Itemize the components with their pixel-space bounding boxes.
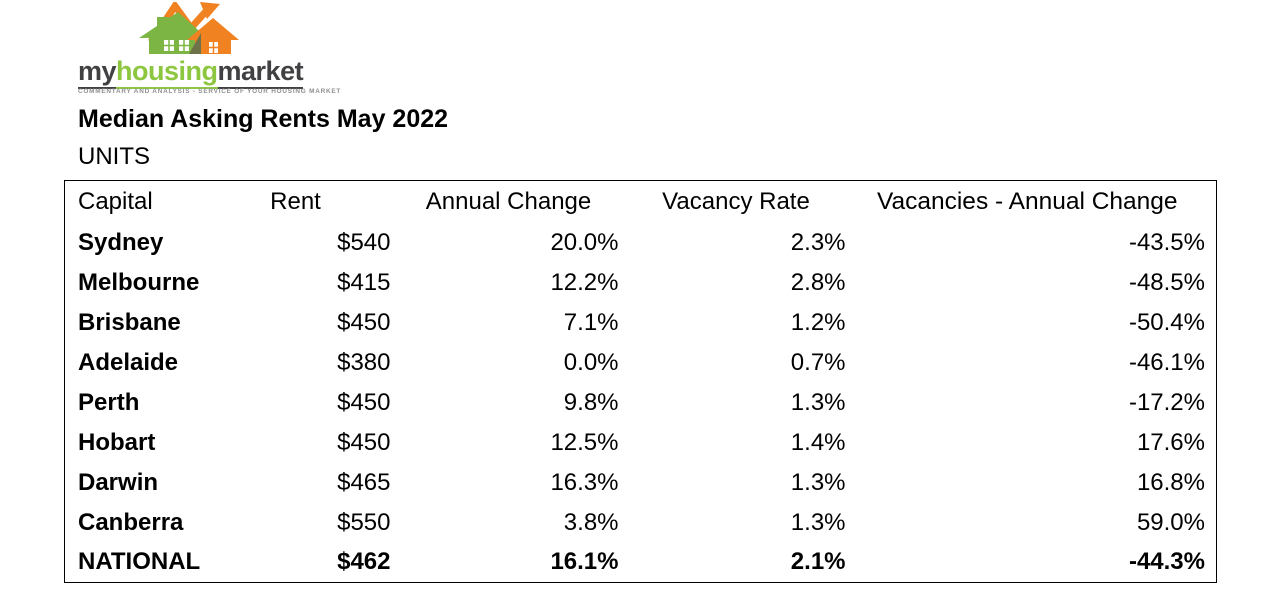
cell-capital: Perth [78, 388, 140, 416]
cell-vacancy-rate: 2.8% [790, 268, 846, 296]
cell-capital: Adelaide [78, 348, 179, 376]
column-header-vacancies-annual-change: Vacancies - Annual Change [876, 187, 1178, 215]
table-row: Canberra $550 3.8% 1.3% 59.0% [65, 503, 1217, 543]
cell-vacancies-annual-change: 59.0% [1136, 508, 1205, 536]
cell-rent: $450 [337, 388, 391, 416]
cell-rent: $450 [337, 308, 391, 336]
cell-vacancies-annual-change: -50.4% [1128, 308, 1205, 336]
median-asking-rents-table: Capital Rent Annual Change Vacancy Rate … [64, 180, 1217, 583]
cell-vacancy-rate: 2.3% [790, 228, 846, 256]
cell-annual-change: 3.8% [563, 508, 619, 536]
houses-overlap-shadow [189, 33, 201, 54]
cell-rent: $540 [337, 228, 391, 256]
growth-arrow-head [200, 2, 220, 19]
cell-vacancy-rate: 1.2% [790, 308, 846, 336]
cell-vacancies-annual-change: -44.3% [1128, 548, 1205, 576]
logo-word-housing: housing [116, 56, 218, 89]
cell-capital: Canberra [78, 508, 184, 536]
cell-rent: $415 [337, 268, 391, 296]
table-header-row: Capital Rent Annual Change Vacancy Rate … [65, 181, 1217, 223]
houses-growth-arrow-icon [139, 2, 239, 54]
cell-rent: $462 [337, 548, 391, 576]
table-row: Sydney $540 20.0% 2.3% -43.5% [65, 223, 1217, 263]
cell-vacancy-rate: 0.7% [790, 348, 846, 376]
column-header-capital: Capital [78, 187, 153, 215]
cell-rent: $380 [337, 348, 391, 376]
cell-vacancy-rate: 1.3% [790, 388, 846, 416]
logo: myhousingmarket COMMENTARY AND ANALYSIS … [78, 2, 342, 95]
cell-annual-change: 20.0% [550, 228, 619, 256]
green-house-windows [164, 40, 189, 51]
table-row-national: NATIONAL $462 16.1% 2.1% -44.3% [65, 543, 1217, 583]
orange-house-window [209, 42, 218, 53]
cell-rent: $550 [337, 508, 391, 536]
cell-vacancy-rate: 1.4% [790, 428, 846, 456]
column-header-annual-change: Annual Change [425, 187, 592, 215]
cell-annual-change: 0.0% [563, 348, 619, 376]
cell-annual-change: 12.5% [550, 428, 619, 456]
logo-tagline: COMMENTARY AND ANALYSIS - SERVICE OF YOU… [78, 88, 342, 95]
cell-vacancy-rate: 2.1% [790, 548, 846, 576]
cell-vacancy-rate: 1.3% [790, 468, 846, 496]
cell-capital: Darwin [78, 468, 159, 496]
cell-vacancy-rate: 1.3% [790, 508, 846, 536]
table-row: Darwin $465 16.3% 1.3% 16.8% [65, 463, 1217, 503]
cell-annual-change: 7.1% [563, 308, 619, 336]
cell-capital: NATIONAL [78, 548, 201, 576]
page-title: Median Asking Rents May 2022 [78, 105, 449, 133]
cell-annual-change: 16.1% [550, 548, 619, 576]
table-row: Adelaide $380 0.0% 0.7% -46.1% [65, 343, 1217, 383]
column-header-vacancy-rate: Vacancy Rate [662, 187, 810, 215]
page-subtitle: UNITS [78, 143, 150, 170]
cell-vacancies-annual-change: -17.2% [1128, 388, 1205, 416]
cell-vacancies-annual-change: -46.1% [1128, 348, 1205, 376]
cell-vacancies-annual-change: -48.5% [1128, 268, 1205, 296]
table-body: Sydney $540 20.0% 2.3% -43.5% Melbourne $415 12… [65, 223, 1217, 583]
cell-vacancies-annual-change: -43.5% [1128, 228, 1205, 256]
logo-word-my: my [78, 56, 117, 89]
logo-wordmark: myhousingmarket [78, 56, 320, 89]
cell-vacancies-annual-change: 17.6% [1136, 428, 1205, 456]
table-row: Hobart $450 12.5% 1.4% 17.6% [65, 423, 1217, 463]
cell-vacancies-annual-change: 16.8% [1136, 468, 1205, 496]
table-row: Perth $450 9.8% 1.3% -17.2% [65, 383, 1217, 423]
cell-rent: $465 [337, 468, 391, 496]
cell-rent: $450 [337, 428, 391, 456]
cell-capital: Sydney [78, 228, 164, 256]
table-row: Brisbane $450 7.1% 1.2% -50.4% [65, 303, 1217, 343]
cell-capital: Hobart [78, 428, 156, 456]
cell-annual-change: 9.8% [563, 388, 619, 416]
cell-annual-change: 16.3% [550, 468, 619, 496]
cell-capital: Brisbane [78, 308, 181, 336]
cell-annual-change: 12.2% [550, 268, 619, 296]
table-row: Melbourne $415 12.2% 2.8% -48.5% [65, 263, 1217, 303]
green-house [139, 12, 207, 54]
logo-word-market: market [217, 56, 304, 89]
column-header-rent: Rent [270, 187, 321, 215]
cell-capital: Melbourne [78, 268, 200, 296]
